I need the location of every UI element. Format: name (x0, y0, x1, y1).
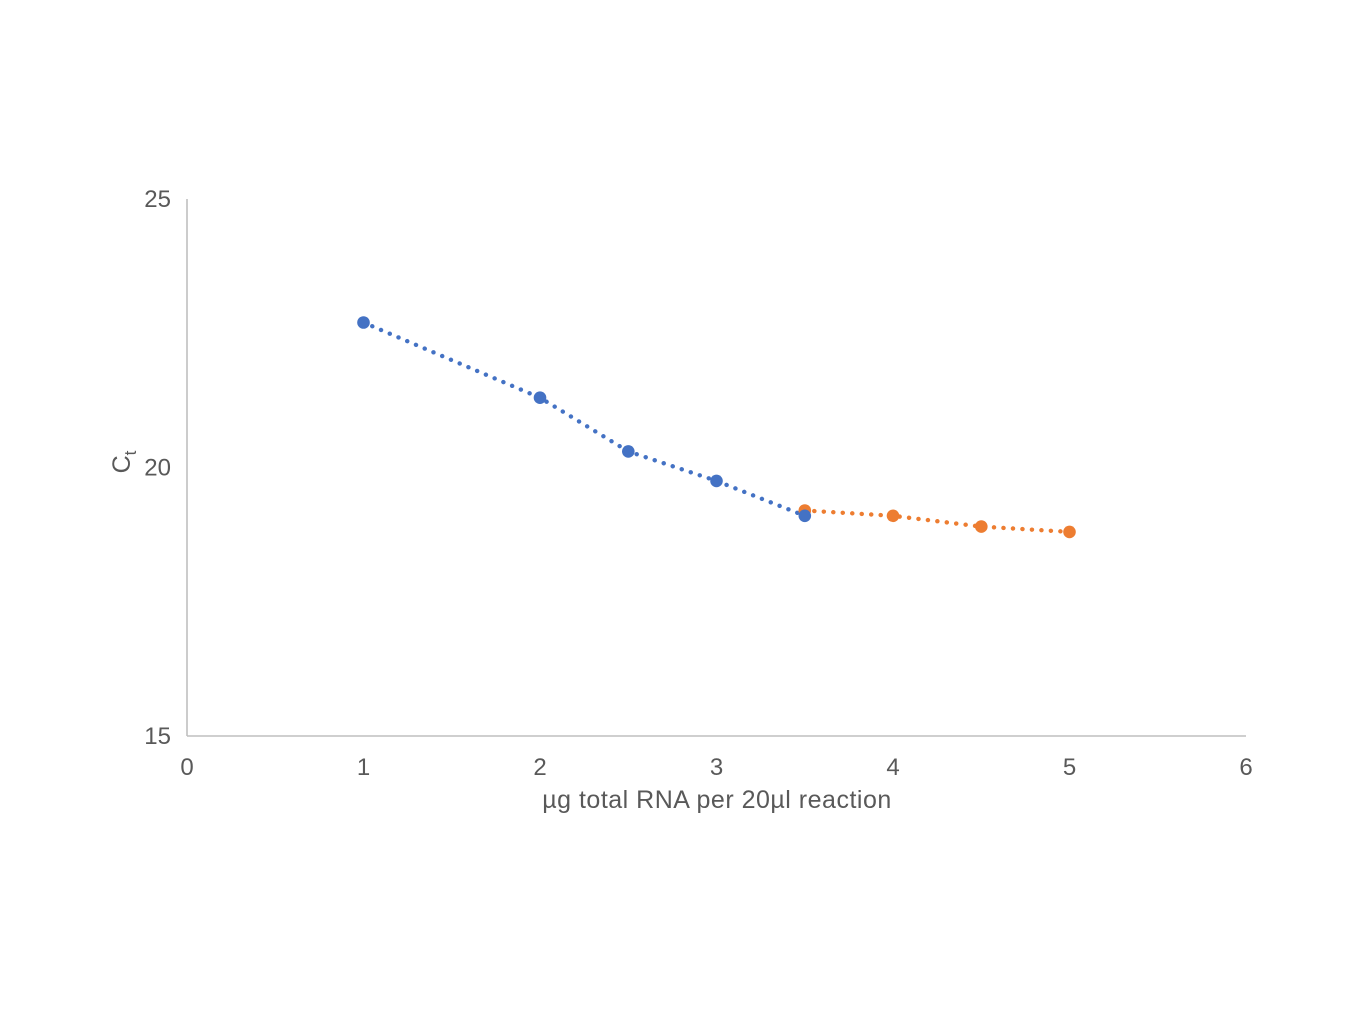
blue-series-data-point (357, 316, 370, 329)
x-tick-label: 1 (357, 754, 370, 781)
x-tick-label: 0 (180, 754, 193, 781)
x-tick-label: 6 (1239, 754, 1252, 781)
y-tick-label: 20 (144, 455, 171, 482)
x-tick-label: 5 (1063, 754, 1076, 781)
x-axis-title: µg total RNA per 20µl reaction (542, 786, 892, 814)
blue-series-data-point (622, 445, 635, 458)
y-axis-title-main: C (108, 455, 136, 474)
y-tick-label: 15 (144, 723, 171, 750)
orange-series-data-point (886, 509, 900, 523)
x-tick-label: 3 (710, 754, 723, 781)
y-tick-label: 25 (144, 186, 171, 213)
blue-series-data-point (798, 509, 812, 523)
orange-series-data-point (975, 520, 988, 533)
y-axis-title-sub: t (121, 450, 140, 456)
orange-series-data-point (1063, 525, 1076, 539)
x-tick-label: 4 (886, 754, 899, 781)
blue-series-data-point (533, 391, 547, 405)
x-tick-label: 2 (533, 754, 546, 781)
y-axis-title: Ct (104, 422, 140, 502)
blue-series-data-point (710, 474, 723, 488)
blue-series-trendline (361, 320, 807, 518)
orange-series-trendline (802, 508, 1072, 535)
